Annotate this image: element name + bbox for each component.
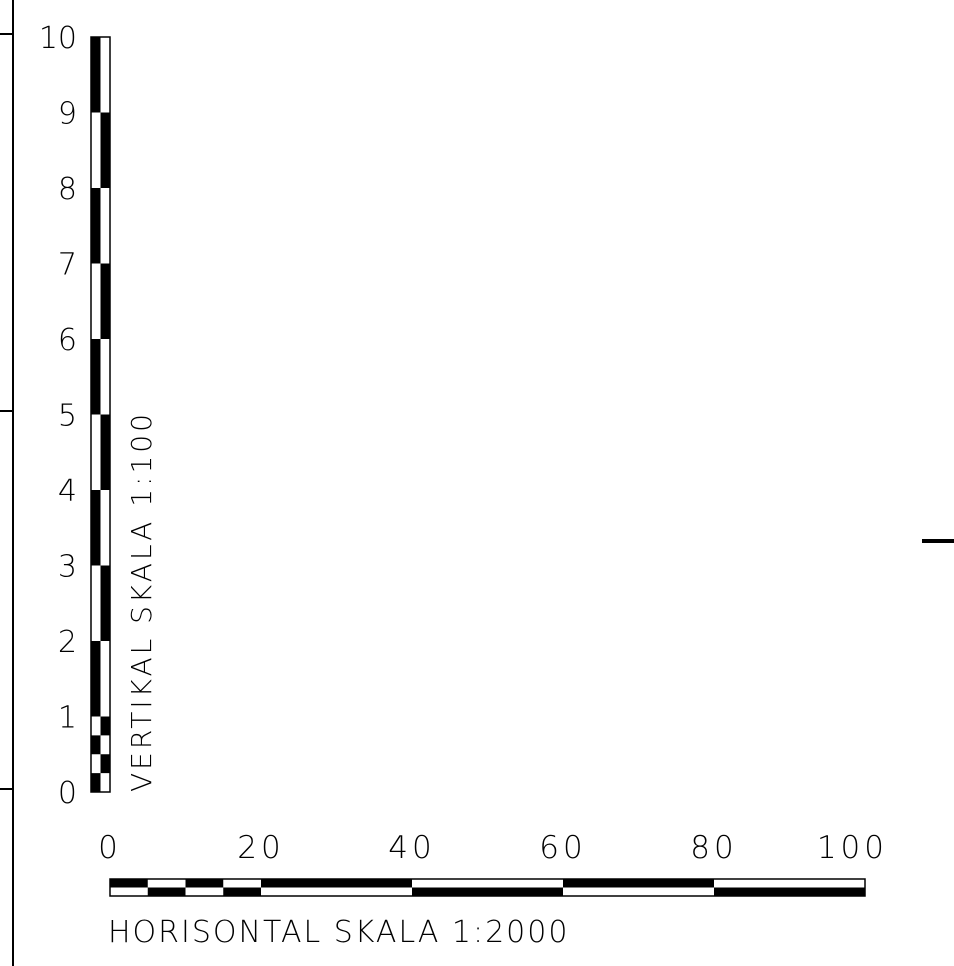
horizontal-bar-fine-segment [110, 879, 148, 888]
vertical-bar-segment [100, 565, 110, 641]
horizontal-bar-segment [412, 887, 563, 896]
vertical-bar-segment [100, 414, 110, 490]
vertical-bar-segment [91, 641, 101, 717]
vertical-bar-fine-segment [100, 716, 110, 736]
horizontal-tick-label: 0 [98, 830, 122, 866]
vertical-bar-segment [91, 339, 101, 415]
horizontal-scale-label: HORISONTAL SKALA 1:2000 [108, 915, 569, 950]
vertical-bar-fine-segment [91, 773, 101, 792]
vertical-tick-label: 1 [58, 701, 77, 736]
vertical-tick-label: 4 [58, 474, 77, 509]
horizontal-bar-segment [714, 887, 865, 896]
vertical-tick-label: 2 [58, 625, 77, 660]
vertical-tick-label: 10 [39, 21, 77, 56]
horizontal-tick-label: 20 [237, 830, 284, 866]
vertical-tick-label: 6 [58, 323, 77, 358]
vertical-tick-label: 0 [58, 776, 77, 811]
horizontal-bar-segment [261, 879, 412, 888]
horizontal-tick-labels: 0 20 40 60 80 100 [98, 830, 888, 866]
vertical-bar-segment [100, 112, 110, 188]
vertical-bar-fine-segment [100, 754, 110, 774]
horizontal-tick-label: 100 [817, 830, 888, 866]
vertical-tick-label: 9 [58, 97, 77, 132]
vertical-tick-label: 7 [58, 248, 77, 283]
horizontal-bar-fine-segment [185, 879, 224, 888]
horizontal-bar-segment [563, 879, 714, 888]
horizontal-tick-label: 60 [539, 830, 586, 866]
vertical-tick-label: 8 [58, 172, 77, 207]
vertical-scale-label: VERTIKAL SKALA 1:100 [125, 411, 158, 792]
horizontal-bar-fine-segment [223, 887, 261, 896]
horizontal-bar-fine-segment [147, 887, 186, 896]
vertical-bar-segment [91, 37, 101, 113]
vertical-bar-fine-segment [91, 735, 101, 755]
vertical-tick-label: 5 [58, 399, 77, 434]
vertical-bar-segment [100, 263, 110, 339]
vertical-bar-segment [91, 490, 101, 566]
vertical-tick-label: 3 [58, 550, 77, 585]
horizontal-tick-label: 80 [690, 830, 737, 866]
vertical-scale-bar [90, 36, 111, 793]
horizontal-scale-bar [109, 878, 866, 897]
vertical-bar-segment [91, 188, 101, 264]
vertical-tick-labels: 0 1 2 3 4 5 6 7 8 9 10 [39, 21, 77, 811]
horizontal-tick-label: 40 [388, 830, 435, 866]
